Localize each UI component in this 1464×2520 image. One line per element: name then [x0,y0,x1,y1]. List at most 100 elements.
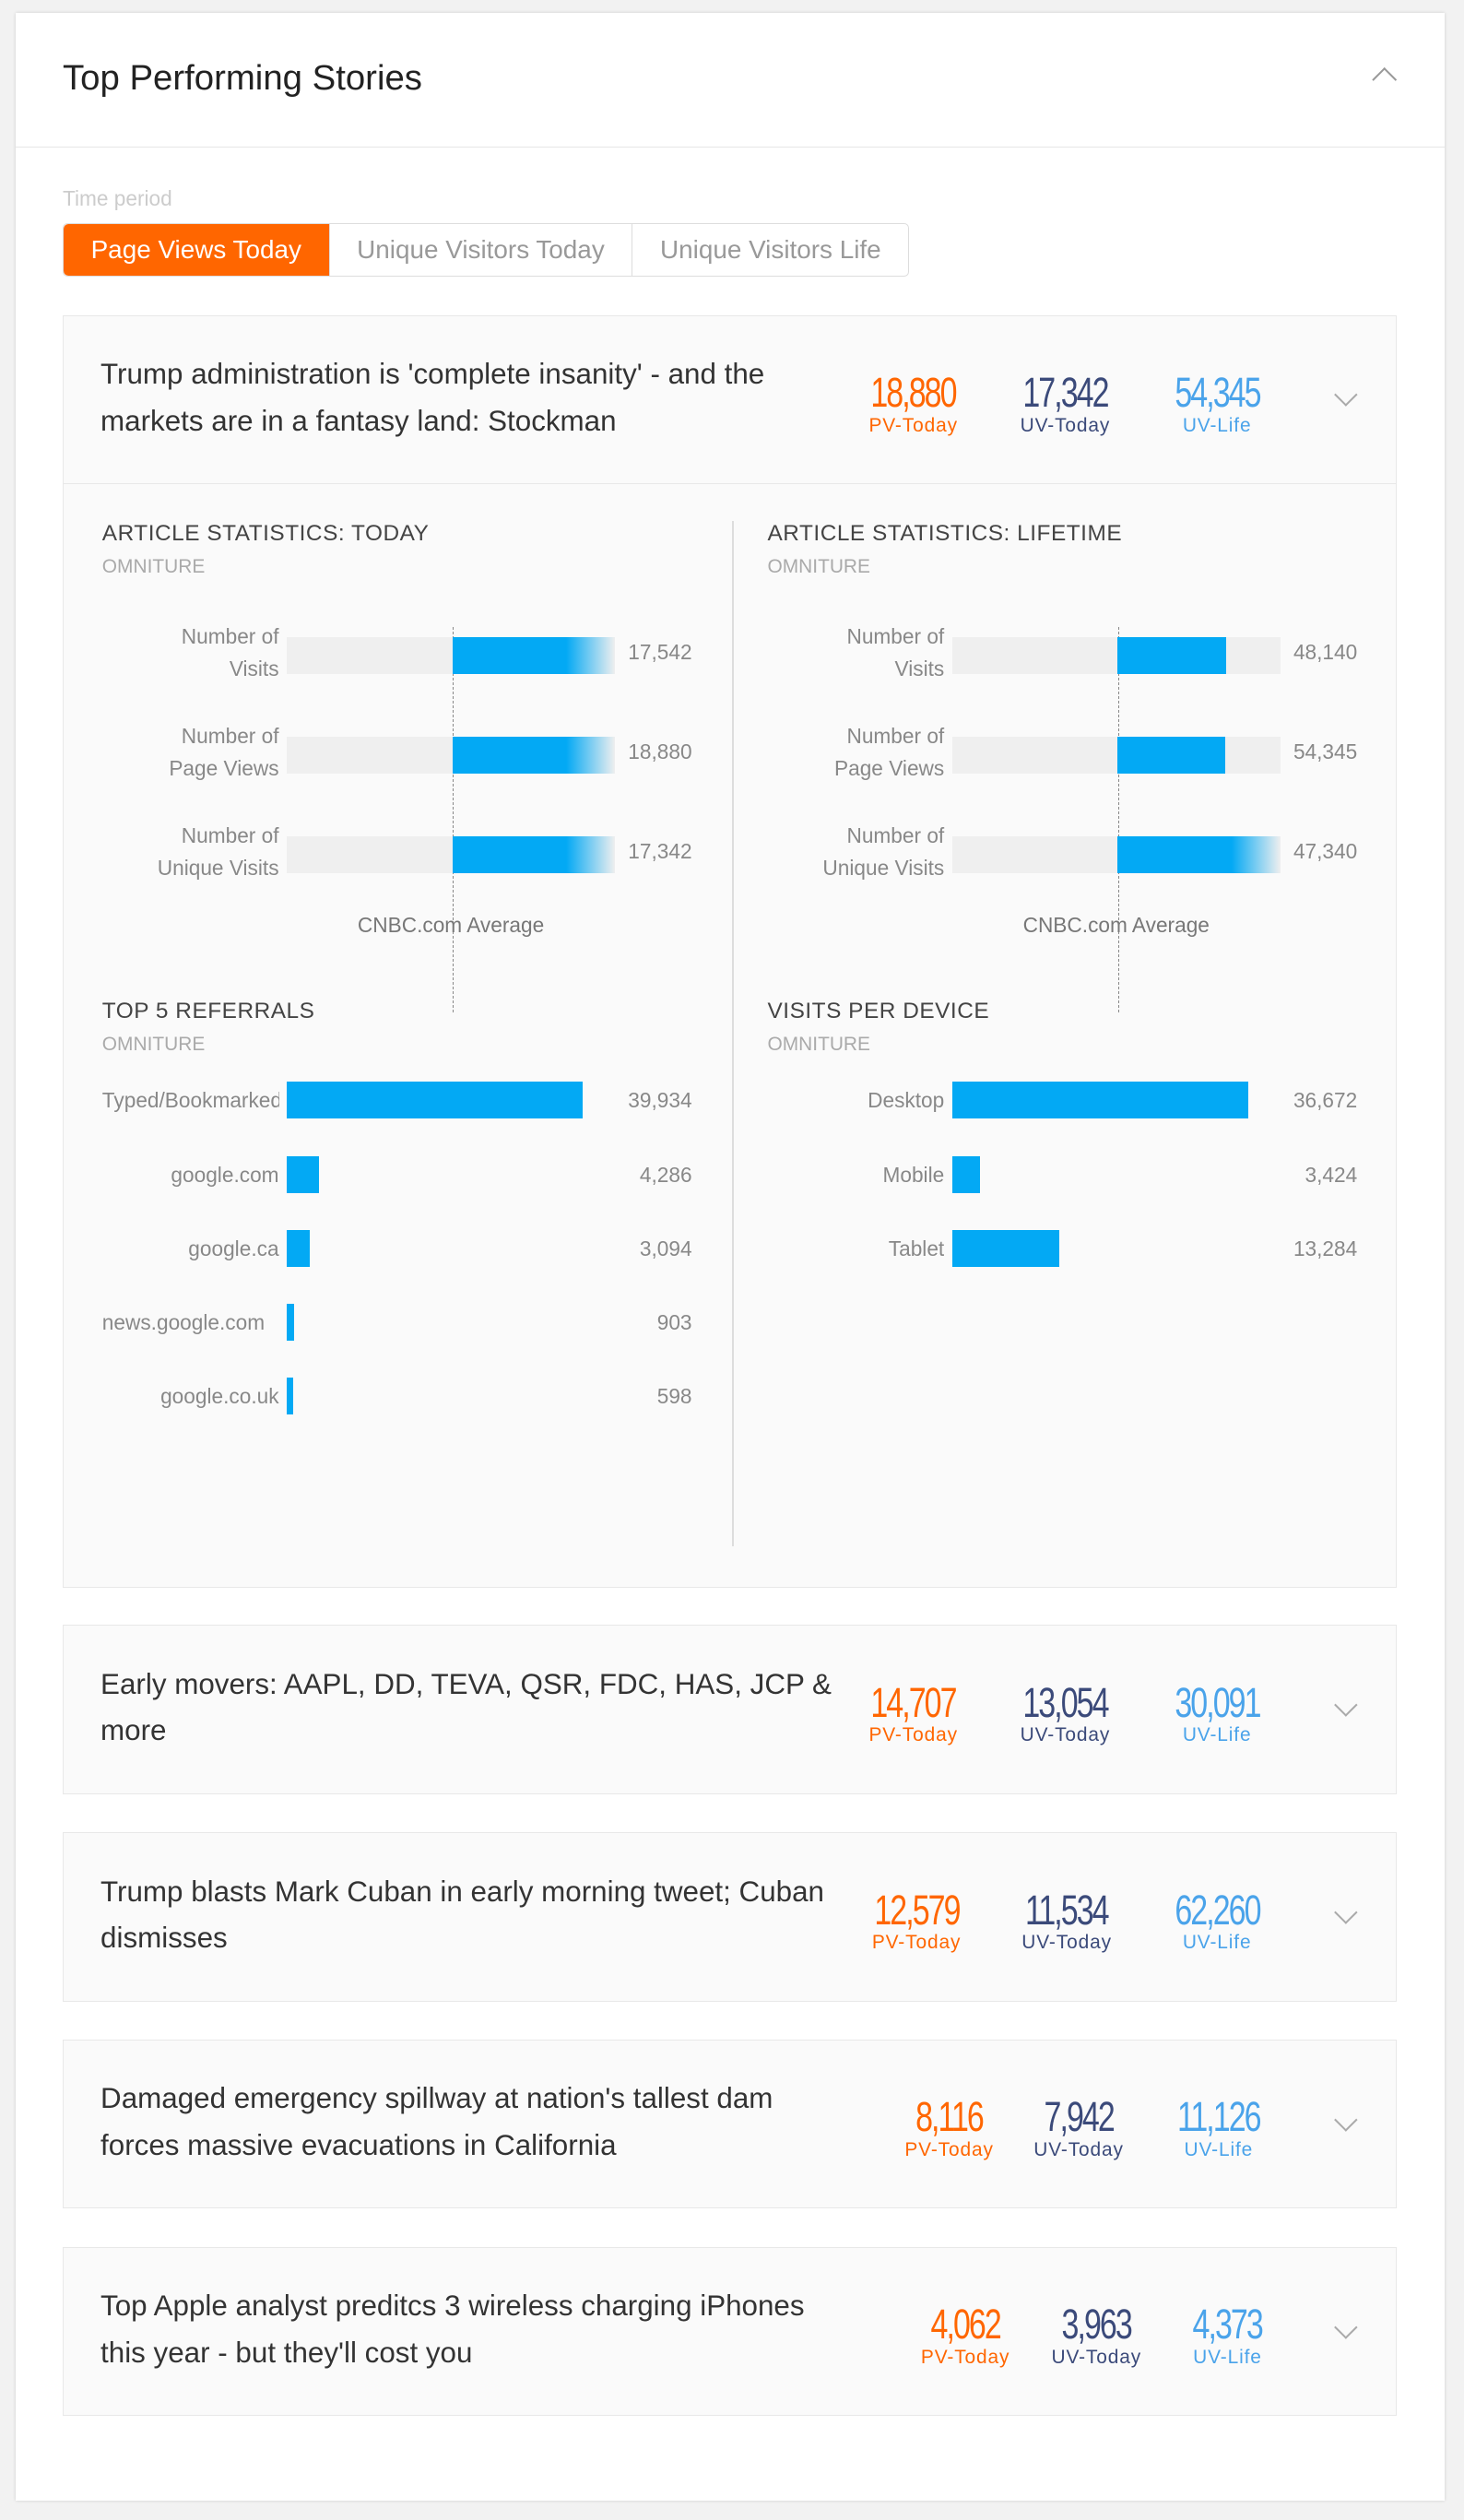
stat-label-line: Visits [229,656,279,680]
devices-bar [951,1229,1060,1267]
row-value: 903 [656,1309,692,1334]
story-title[interactable]: Trump administration is 'complete insani… [100,358,765,437]
story-card: Top Apple analyst preditcs 3 wireless ch… [62,2246,1398,2417]
stat-label: Number of Visits [767,621,944,685]
chevron-down-icon[interactable] [1334,383,1358,407]
pv-today-value: 12,579 [873,1886,961,1934]
stat-label-line: Number of [181,823,279,848]
tab-page-views-today[interactable]: Page Views Today [63,224,329,277]
story-header[interactable]: Damaged emergency spillway at nation's t… [64,2041,1396,2207]
chevron-down-icon[interactable] [1334,2108,1358,2132]
average-label: CNBC.com Average [1022,913,1210,938]
story-card: Early movers: AAPL, DD, TEVA, QSR, FDC, … [62,1625,1398,1794]
time-period-label: Time period [62,186,172,211]
stat-bar-track [951,835,1281,873]
pv-today-label: PV-Today [871,1932,962,1954]
uv-life-value: 30,091 [1175,1678,1261,1726]
story-details: ARTICLE STATISTICS: TODAY OMNITURE Number … [63,482,1397,1587]
page-title: Top Performing Stories [62,57,422,98]
stat-value: 17,542 [628,640,692,664]
device-row: Mobile 3,424 [767,1155,1357,1195]
stat-label: Number of Page Views [767,720,944,785]
row-value: 4,286 [639,1162,692,1187]
pv-today-label: PV-Today [920,2347,1010,2369]
row-label: news.google.com [101,1309,266,1334]
row-value: 3,094 [639,1236,692,1260]
tab-unique-visitors-life[interactable]: Unique Visitors Life [632,224,908,277]
section-title: VISITS PER DEVICE [767,998,990,1023]
uv-today-label: UV-Today [1020,1724,1111,1746]
pv-today-value: 14,707 [870,1678,958,1726]
uv-life-metric: 11,126 UV-Life [1163,2094,1274,2160]
stat-label-line: Page Views [834,756,945,781]
stat-bar [452,636,615,674]
referrals-bar [287,1303,294,1342]
uv-life-metric: 4,373 UV-Life [1181,2301,1273,2368]
story-header[interactable]: Trump blasts Mark Cuban in early morning… [64,1833,1396,2000]
story-card: Damaged emergency spillway at nation's t… [62,2040,1398,2209]
chevron-down-icon[interactable] [1334,1693,1358,1717]
referrals-bar [287,1155,319,1193]
story-card: Trump blasts Mark Cuban in early morning… [62,1832,1398,2002]
section-title: ARTICLE STATISTICS: LIFETIME [767,521,1123,547]
stat-label-line: Number of [846,823,945,848]
uv-life-label: UV-Life [1182,414,1252,436]
stat-bar [452,736,615,774]
uv-today-metric: 7,942 UV-Today [1033,2093,1125,2161]
story-title[interactable]: Top Apple analyst preditcs 3 wireless ch… [100,2289,805,2369]
pv-today-metric: 18,880 PV-Today [856,370,970,436]
chevron-up-icon[interactable] [1371,66,1398,93]
uv-today-value: 7,942 [1044,2093,1115,2141]
stat-row: Number of Visits 48,140 [767,621,1357,685]
pv-today-label: PV-Today [868,414,958,436]
pv-today-metric: 12,579 PV-Today [860,1886,974,1954]
uv-today-value: 13,054 [1022,1678,1109,1726]
story-title[interactable]: Trump blasts Mark Cuban in early morning… [100,1875,824,1955]
tab-unique-visitors-today[interactable]: Unique Visitors Today [328,224,632,277]
uv-today-metric: 13,054 UV-Today [1009,1678,1122,1746]
stats-today: ARTICLE STATISTICS: TODAY OMNITURE Number … [102,521,692,1013]
uv-today-label: UV-Today [1033,2139,1124,2161]
stat-bar-track [951,636,1281,674]
uv-today-metric: 17,342 UV-Today [1009,370,1122,436]
stat-bar-track [951,736,1281,774]
chevron-down-icon[interactable] [1334,2315,1358,2339]
referral-row: google.ca 3,094 [102,1229,692,1269]
stat-label-line: Unique Visits [157,856,279,881]
pv-today-metric: 8,116 PV-Today [904,2093,994,2160]
section-source: OMNITURE [767,556,870,578]
uv-today-metric: 11,534 UV-Today [1011,1887,1122,1954]
story-header[interactable]: Early movers: AAPL, DD, TEVA, QSR, FDC, … [64,1626,1396,1792]
story-title[interactable]: Early movers: AAPL, DD, TEVA, QSR, FDC, … [100,1667,832,1747]
row-label: Tablet [888,1236,945,1260]
referrals-section: TOP 5 REFERRALS OMNITURE Typed/Bookmarked 3… [102,999,692,1481]
uv-today-label: UV-Today [1020,414,1111,436]
average-label: CNBC.com Average [357,913,545,938]
row-label: Desktop [868,1088,945,1113]
devices-section: VISITS PER DEVICE OMNITURE Desktop 36,672 Mo… [767,999,1357,1481]
referrals-bar [287,1378,294,1415]
story-metrics: 14,707 PV-Today 13,054 UV-Today 30,091 UV-Lif… [856,1678,1273,1746]
card-header: Top Performing Stories [16,13,1446,148]
story-metrics: 12,579 PV-Today 11,534 UV-Today 62,260 UV-Lif… [860,1886,1274,1954]
story-header[interactable]: Top Apple analyst preditcs 3 wireless ch… [64,2248,1396,2415]
section-source: OMNITURE [101,1034,206,1056]
row-label: google.co.uk [160,1384,279,1409]
device-row: Tablet 13,284 [767,1229,1357,1269]
stat-value: 17,342 [628,839,692,864]
stat-value: 18,880 [628,739,692,764]
story-header[interactable]: Trump administration is 'complete insani… [64,316,1396,483]
chevron-down-icon[interactable] [1334,1900,1358,1924]
referral-row: Typed/Bookmarked 39,934 [102,1082,692,1120]
story-title[interactable]: Damaged emergency spillway at nation's t… [100,2082,773,2161]
stats-lifetime: ARTICLE STATISTICS: LIFETIME OMNITURE Numb… [767,521,1358,1013]
pv-today-value: 8,116 [915,2093,985,2141]
stat-row: Number of Unique Visits 17,342 [102,820,692,884]
stat-value: 47,340 [1293,839,1358,864]
row-value: 598 [656,1384,692,1409]
stat-label-line: Number of [181,724,279,749]
story-card: Trump administration is 'complete insani… [62,314,1398,1588]
uv-life-label: UV-Life [1182,1724,1252,1746]
referral-row: google.co.uk 598 [102,1378,692,1416]
pv-today-metric: 4,062 PV-Today [919,2301,1011,2369]
